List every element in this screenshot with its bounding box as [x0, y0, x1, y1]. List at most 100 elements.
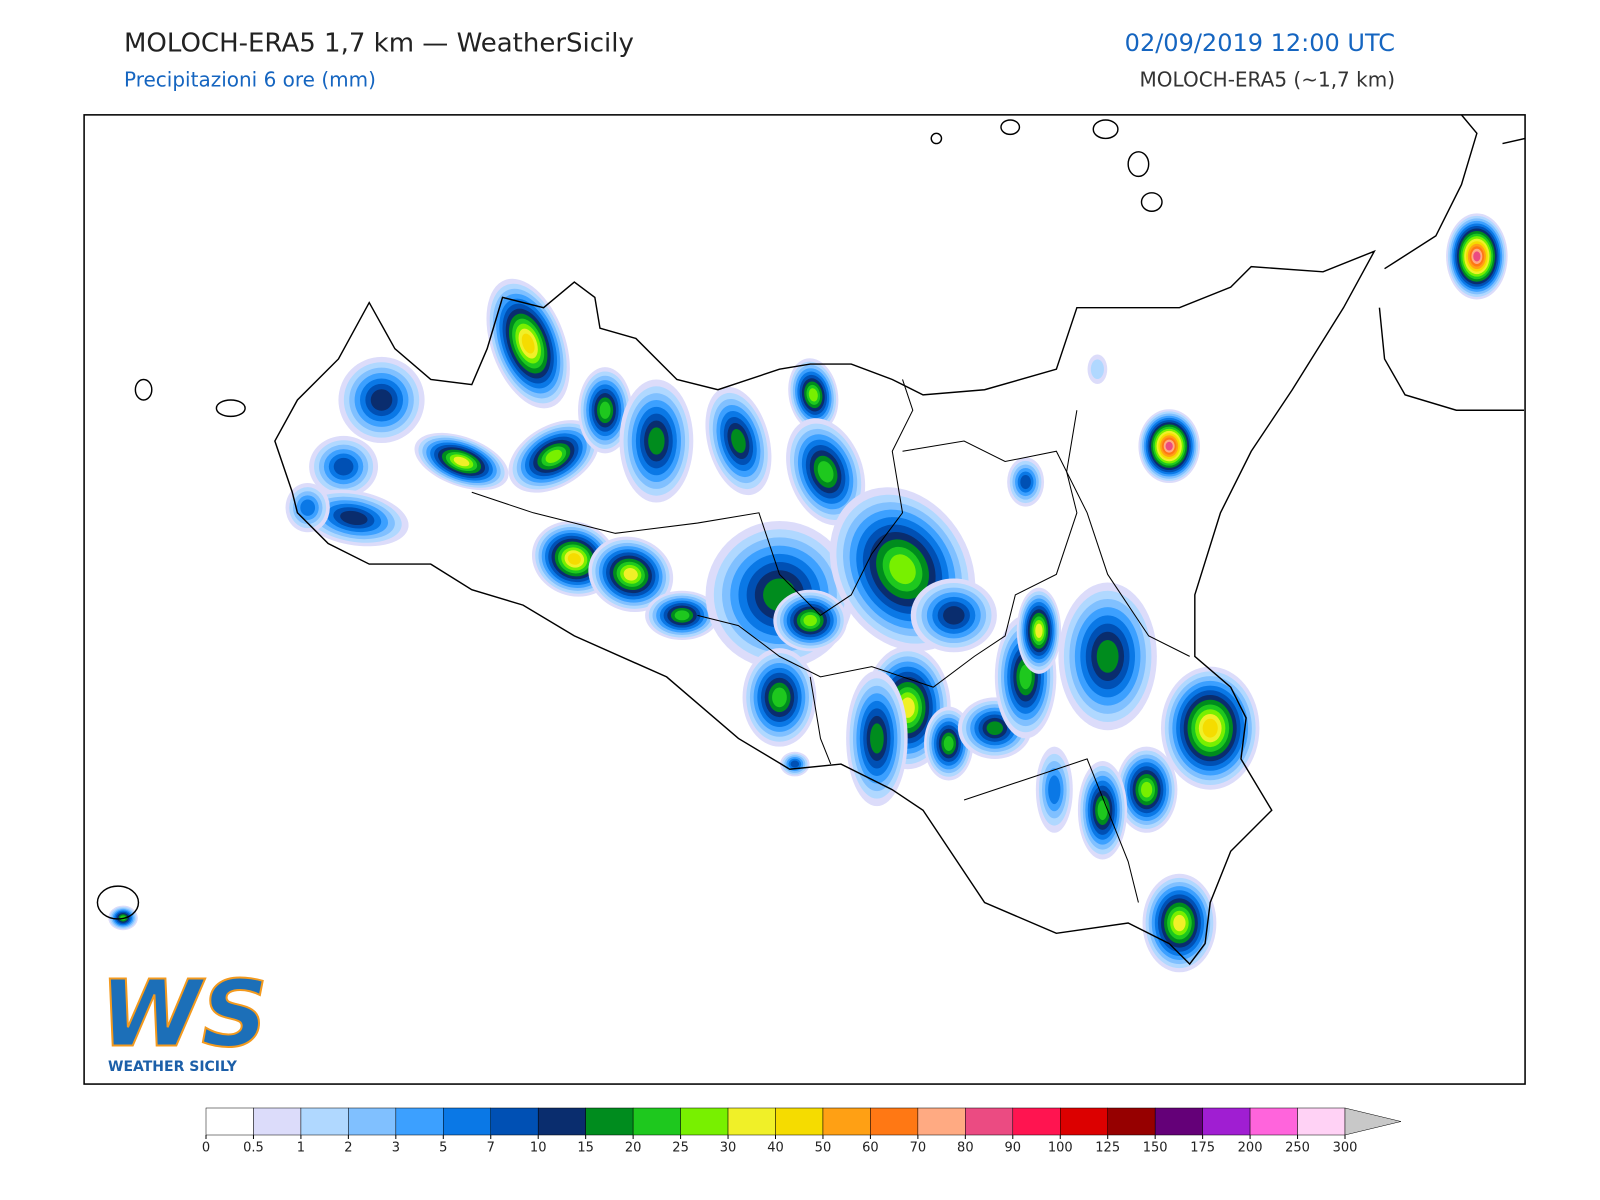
colorbar: 0 0.5 1 2 3 5 7 10 15 20 25 30 40 50 60 70 80 90 100 125 150… — [202, 1107, 1402, 1156]
colorbar-swatch — [1249, 1107, 1298, 1136]
precip-contour — [1020, 474, 1031, 490]
precip-contour — [1096, 639, 1119, 673]
precip-contour — [599, 401, 611, 419]
colorbar-label: 10 — [530, 1141, 547, 1156]
island — [1140, 192, 1163, 212]
sicily-coast — [274, 249, 1376, 966]
colorbar-label: 300 — [1333, 1141, 1358, 1156]
colorbar-label: 3 — [392, 1141, 400, 1156]
precip-contour — [870, 723, 884, 754]
precip-contour — [453, 456, 470, 467]
colorbar-label: 40 — [767, 1141, 784, 1156]
colorbar-label: 30 — [720, 1141, 737, 1156]
colorbar-label: 175 — [1190, 1141, 1215, 1156]
colorbar-swatch — [537, 1107, 586, 1136]
colorbar-swatch — [1297, 1107, 1346, 1136]
precip-contour — [1048, 775, 1061, 805]
precip-contour — [1202, 718, 1218, 738]
precip-contour — [731, 428, 746, 454]
colorbar-label: 60 — [862, 1141, 879, 1156]
colorbar-label: 200 — [1238, 1141, 1263, 1156]
precip-contour — [772, 687, 787, 708]
map — [83, 114, 1526, 1085]
colorbar-label: 15 — [577, 1141, 594, 1156]
precip-contour — [333, 457, 354, 476]
precip-contour — [803, 614, 817, 627]
colorbar-swatch — [965, 1107, 1014, 1136]
colorbar-swatch — [253, 1107, 302, 1136]
subtitle: Precipitazioni 6 ore (mm) — [124, 68, 376, 92]
island — [215, 399, 246, 418]
colorbar-swatch — [490, 1107, 539, 1136]
colorbar-swatch — [585, 1107, 634, 1136]
colorbar-label: 70 — [910, 1141, 927, 1156]
precip-contour — [545, 449, 563, 463]
island — [930, 132, 943, 145]
colorbar-swatch — [680, 1107, 729, 1136]
precip-contour — [567, 553, 581, 565]
province-border — [697, 410, 1078, 688]
colorbar-swatch — [1202, 1107, 1251, 1136]
precip-contour — [1473, 251, 1481, 262]
colorbar-label: 5 — [439, 1141, 447, 1156]
precip-contour — [521, 333, 535, 354]
island — [96, 885, 140, 920]
colorbar-label: 20 — [625, 1141, 642, 1156]
precip-contour — [1165, 441, 1173, 451]
precip-contour — [943, 606, 965, 625]
colorbar-extension — [1344, 1107, 1402, 1136]
island — [134, 378, 153, 401]
province-border — [902, 440, 1190, 657]
precip-contour — [1141, 781, 1153, 798]
calabria-coast — [1502, 137, 1526, 145]
colorbar-swatch — [632, 1107, 681, 1136]
island — [1127, 151, 1150, 178]
precip-contour — [808, 388, 818, 402]
colorbar-swatch — [727, 1107, 776, 1136]
precipitation-field — [108, 213, 1508, 973]
colorbar-swatch — [205, 1107, 254, 1136]
calabria-coast — [1378, 307, 1525, 411]
colorbar-label: 100 — [1048, 1141, 1073, 1156]
island — [1092, 119, 1119, 140]
precip-contour — [1090, 359, 1104, 380]
colorbar-swatch — [1107, 1107, 1156, 1136]
precip-contour — [1097, 800, 1108, 821]
colorbar-swatch — [917, 1107, 966, 1136]
colorbar-label: 150 — [1143, 1141, 1168, 1156]
title: MOLOCH-ERA5 1,7 km — WeatherSicily — [124, 29, 634, 59]
colorbar-label: 1 — [297, 1141, 305, 1156]
colorbar-swatch — [443, 1107, 491, 1136]
precip-contour — [986, 721, 1004, 736]
colorbar-swatch — [348, 1107, 397, 1136]
colorbar-label: 7 — [487, 1141, 495, 1156]
island — [1000, 119, 1021, 136]
colorbar-label: 50 — [815, 1141, 832, 1156]
colorbar-label: 250 — [1285, 1141, 1310, 1156]
colorbar-label: 90 — [1005, 1141, 1022, 1156]
logo-mark: WS — [100, 960, 268, 1067]
precip-contour — [790, 760, 800, 768]
province-border — [471, 379, 914, 617]
colorbar-swatch — [395, 1107, 444, 1136]
precip-contour — [370, 389, 393, 411]
colorbar-swatch — [1012, 1107, 1061, 1136]
colorbar-swatch — [775, 1107, 824, 1136]
colorbar-label: 0 — [202, 1141, 210, 1156]
colorbar-label: 2 — [344, 1141, 352, 1156]
province-border — [809, 676, 832, 765]
precip-contour — [1173, 914, 1186, 932]
precip-contour — [817, 461, 834, 483]
model-label: MOLOCH-ERA5 (~1,7 km) — [1140, 68, 1395, 92]
precip-contour — [674, 610, 690, 621]
precip-contour — [340, 510, 368, 526]
map-frame — [83, 114, 1526, 1085]
colorbar-swatch — [1060, 1107, 1108, 1136]
colorbar-swatch — [300, 1107, 349, 1136]
precip-contour — [889, 554, 916, 585]
datetime: 02/09/2019 12:00 UTC — [1125, 29, 1395, 57]
colorbar-swatch — [822, 1107, 871, 1136]
province-border — [963, 758, 1139, 903]
colorbar-label: 25 — [672, 1141, 689, 1156]
